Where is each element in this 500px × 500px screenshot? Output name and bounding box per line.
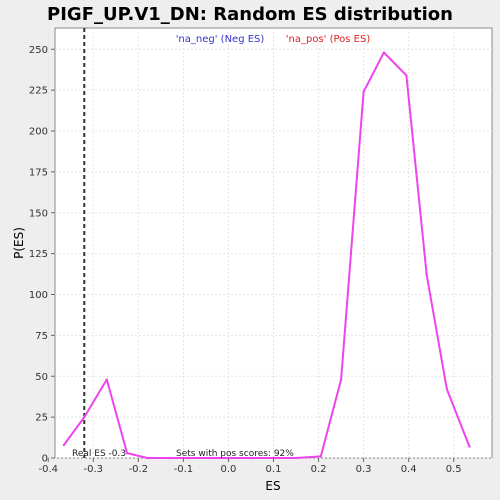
data-point xyxy=(62,443,66,447)
y-tick-label: 225 xyxy=(29,86,48,97)
x-tick-label: 0.2 xyxy=(311,464,327,475)
x-axis-label: ES xyxy=(265,479,280,493)
series-group xyxy=(62,51,471,460)
x-tick-label: -0.3 xyxy=(84,464,104,475)
data-point xyxy=(125,451,129,455)
x-tick-label: 0.5 xyxy=(446,464,462,475)
data-point xyxy=(382,51,386,54)
data-point xyxy=(294,456,298,460)
data-point xyxy=(186,456,190,460)
y-tick-label: 150 xyxy=(29,208,48,219)
y-tick-label: 100 xyxy=(29,290,48,301)
data-point xyxy=(362,90,365,93)
y-tick-label: 175 xyxy=(29,167,48,178)
x-tick-label: -0.2 xyxy=(129,464,149,475)
chart-title: PIGF_UP.V1_DN: Random ES distribution xyxy=(47,4,453,25)
data-point xyxy=(168,456,172,460)
y-tick-label: 75 xyxy=(35,331,48,342)
legend-pos-label: 'na_pos' (Pos ES) xyxy=(286,34,371,45)
data-point xyxy=(229,456,232,460)
legend-neg-label: 'na_neg' (Neg ES) xyxy=(176,34,265,45)
x-tick-label: 0.1 xyxy=(266,464,282,475)
pos-scores-annotation: Sets with pos scores: 92% xyxy=(176,449,294,459)
data-point xyxy=(339,378,343,381)
data-point xyxy=(425,273,428,277)
y-axis-ticks: 0 25 50 75 100 125 150 175 200 225 250 xyxy=(29,45,55,465)
y-axis-label: P(ES) xyxy=(12,227,26,259)
data-point xyxy=(319,455,323,458)
series-line xyxy=(63,51,471,459)
x-tick-label: 0.0 xyxy=(220,464,236,475)
data-point xyxy=(105,378,109,381)
x-tick-label: 0.4 xyxy=(401,464,417,475)
data-point xyxy=(468,445,471,448)
data-point xyxy=(445,388,449,391)
x-tick-label: -0.1 xyxy=(174,464,194,475)
y-tick-label: 0 xyxy=(42,454,48,465)
x-tick-label: -0.4 xyxy=(38,464,58,475)
data-point xyxy=(249,456,253,460)
gridlines xyxy=(47,28,492,459)
y-tick-label: 200 xyxy=(29,127,48,138)
data-point xyxy=(209,456,212,460)
data-point xyxy=(83,415,86,419)
plot-area xyxy=(54,27,493,459)
x-axis-ticks: -0.4 -0.3 -0.2 -0.1 0.0 0.1 0.2 0.3 0.4 0.5 xyxy=(38,458,462,475)
y-tick-label: 25 xyxy=(35,413,48,424)
data-point xyxy=(405,74,408,77)
real-es-annotation: Real ES -0.3 xyxy=(72,449,126,459)
y-tick-label: 125 xyxy=(29,249,48,260)
x-tick-label: 0.3 xyxy=(356,464,372,475)
data-point xyxy=(146,456,149,460)
y-tick-label: 50 xyxy=(35,372,48,383)
y-tick-label: 250 xyxy=(29,45,48,56)
